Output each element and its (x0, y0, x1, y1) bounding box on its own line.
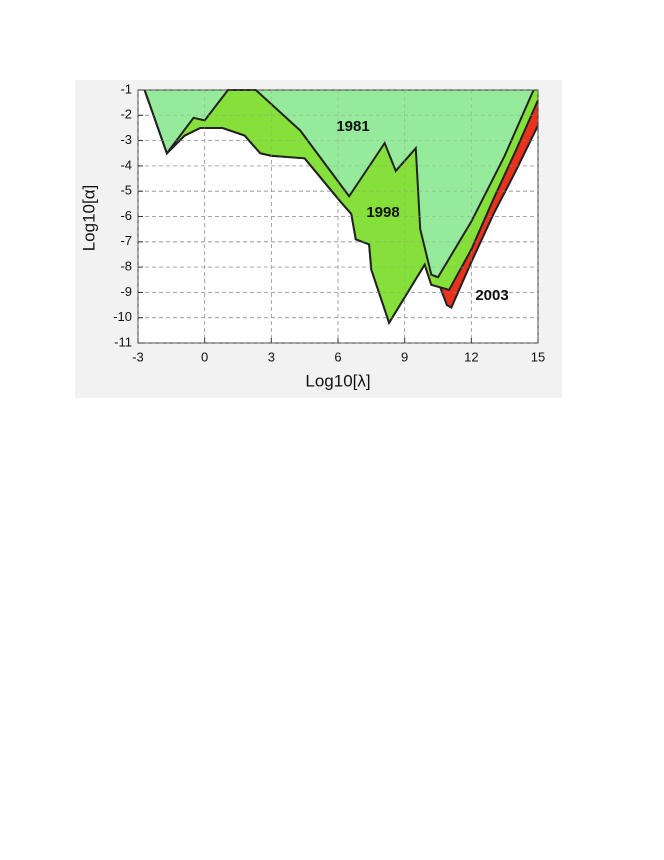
area-fill (144, 90, 534, 278)
x-axis-label: Log10[λ] (305, 371, 370, 390)
y-tick-label: -4 (120, 157, 132, 172)
area-line (143, 89, 535, 279)
y-tick-label: -2 (120, 107, 132, 122)
y-tick-label: -1 (120, 81, 132, 96)
y-tick-label: -3 (120, 132, 132, 147)
x-tick-label: 0 (201, 349, 208, 364)
y-tick-label: -10 (113, 309, 132, 324)
y-tick-label: -5 (120, 183, 132, 198)
y-tick-label: -8 (120, 259, 132, 274)
series-label: 1981 (336, 118, 369, 135)
x-tick-label: -3 (132, 349, 144, 364)
y-tick-label: -9 (120, 284, 132, 299)
series-label: 2003 (475, 287, 508, 304)
x-tick-label: 3 (268, 349, 275, 364)
series-label: 1998 (366, 204, 399, 221)
y-tick-label: -6 (120, 208, 132, 223)
x-tick-label: 6 (334, 349, 341, 364)
x-tick-label: 9 (401, 349, 408, 364)
area-line (143, 89, 539, 326)
y-tick-label: -7 (120, 233, 132, 248)
y-tick-label: -11 (114, 334, 132, 349)
x-tick-label: 15 (531, 349, 545, 364)
x-tick-label: 12 (464, 349, 478, 364)
y-axis-label: Log10[α] (79, 185, 98, 252)
